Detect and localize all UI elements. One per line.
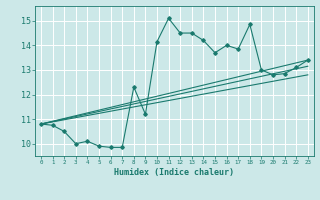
X-axis label: Humidex (Indice chaleur): Humidex (Indice chaleur)	[115, 168, 235, 177]
